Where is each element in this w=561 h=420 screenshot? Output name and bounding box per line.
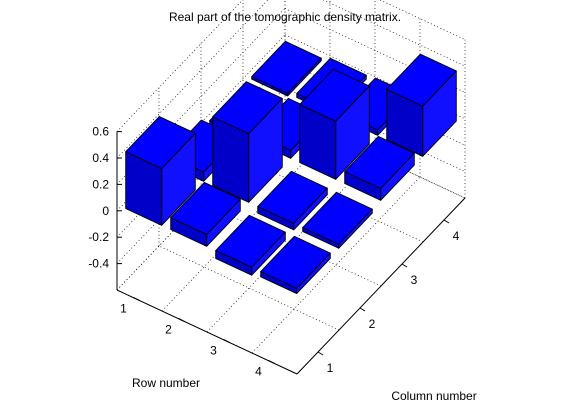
y-tick-label: 3 — [210, 344, 217, 358]
bar-r2-c1 — [170, 181, 241, 247]
bar-r3-c2 — [257, 170, 328, 231]
bar-face-top — [257, 170, 328, 224]
x-tick — [401, 263, 408, 268]
bar-face-top — [386, 53, 457, 107]
y-axis-line — [116, 289, 298, 375]
bar-r4-c3 — [344, 135, 415, 201]
y-tick — [178, 318, 185, 322]
bar-face-top — [260, 235, 331, 289]
x-tick-label: 4 — [453, 229, 460, 243]
x-tick-label: 3 — [411, 273, 418, 287]
y-axis-label: Row number — [132, 376, 200, 390]
x-tick — [359, 307, 366, 312]
y-tick — [268, 360, 275, 364]
bar-r4-c1 — [260, 235, 331, 295]
bar-r3-c3 — [299, 68, 370, 180]
z-tick-label: 0.2 — [92, 177, 109, 191]
x-tick — [443, 219, 450, 224]
bar-face-top — [251, 40, 322, 94]
bar-face-top — [299, 68, 370, 122]
bar-r3-c1 — [215, 214, 286, 276]
x-tick-label: 1 — [327, 361, 334, 375]
z-tick-label: -0.2 — [88, 230, 109, 244]
bar-face-top — [302, 191, 373, 245]
bar-r2-c2 — [212, 81, 283, 203]
y-tick-label: 4 — [255, 365, 262, 379]
x-tick-label: 2 — [369, 317, 376, 331]
y-tick-label: 2 — [165, 323, 172, 337]
z-tick-label: 0.6 — [92, 125, 109, 139]
z-tick-label: 0.4 — [92, 151, 109, 165]
bar-face-top — [344, 135, 415, 189]
y-tick-label: 1 — [120, 302, 127, 316]
bar-face-top — [170, 181, 241, 235]
x-tick — [317, 351, 324, 356]
x-axis-label: Column number — [391, 389, 476, 403]
bar-face-top — [215, 214, 286, 268]
bar-face-top — [212, 81, 283, 135]
y-tick — [223, 339, 230, 343]
y-tick — [133, 297, 140, 301]
z-tick-label: -0.4 — [88, 257, 109, 271]
bar-face-top — [125, 116, 196, 169]
bar-r4-c2 — [302, 191, 373, 249]
chart-title: Real part of the tomographic density mat… — [169, 10, 401, 24]
z-tick-label: 0 — [102, 204, 109, 218]
axis-layer: 0.6 0.4 0.2 0 -0.2 -0.4 1 2 3 4 1 2 3 4 — [88, 125, 466, 379]
bar-r4-c4 — [386, 53, 457, 157]
bar-layer — [125, 40, 457, 295]
bar-r1-c4 — [251, 40, 322, 97]
bar-r1-c1 — [125, 116, 196, 226]
x-axis-line — [296, 197, 466, 375]
